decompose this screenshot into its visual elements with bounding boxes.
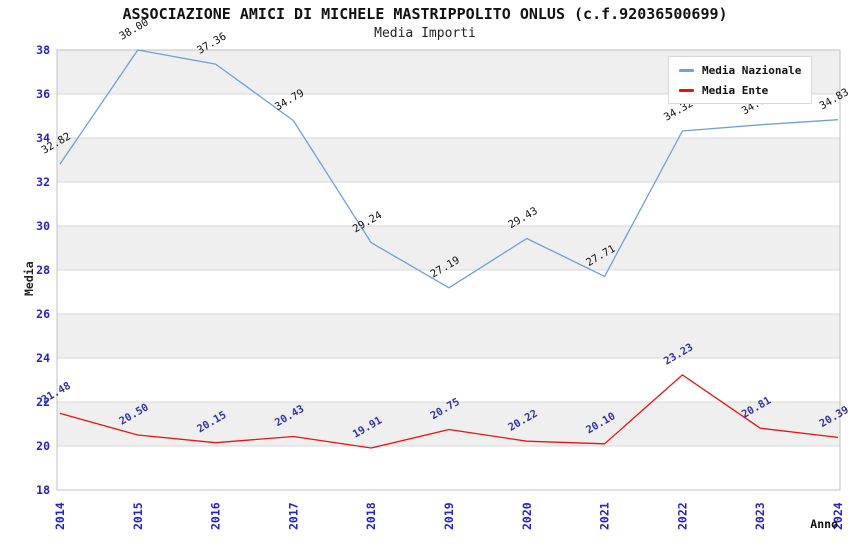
x-tick-label: 2018 (364, 502, 378, 530)
legend-entry-media-ente: Media Ente (679, 84, 811, 97)
legend-label-media-ente: Media Ente (702, 83, 769, 97)
series-line-media-nazionale (59, 49, 839, 289)
y-tick-label: 24 (36, 351, 50, 365)
x-axis-title: Anno (810, 517, 838, 531)
x-tick-label: 2014 (53, 502, 67, 530)
grid-band (57, 402, 840, 446)
grid-band (57, 226, 840, 270)
x-tick-label: 2023 (753, 502, 767, 530)
legend-label-media-nazionale: Media Nazionale (702, 63, 802, 77)
y-tick-label: 18 (36, 483, 50, 497)
y-tick-label: 26 (36, 307, 50, 321)
media-ente-line-swatch-icon (679, 88, 694, 92)
y-tick-label: 28 (36, 263, 50, 277)
series-line-media-ente (59, 374, 839, 449)
y-tick-label: 36 (36, 87, 50, 101)
x-tick-label: 2020 (520, 502, 534, 530)
y-tick-label: 34 (36, 131, 50, 145)
x-tick-label: 2015 (131, 502, 145, 530)
x-tick-label: 2024 (831, 502, 845, 530)
chart-subtitle: Media Importi (374, 26, 476, 41)
point-label: 38.00 (117, 16, 150, 42)
x-tick-label: 2022 (675, 502, 689, 530)
y-tick-label: 38 (36, 43, 50, 57)
x-tick-label: 2017 (286, 502, 300, 530)
legend-entry-media-nazionale: Media Nazionale (679, 64, 811, 77)
x-tick-label: 2021 (598, 502, 612, 530)
media-nazionale-line-swatch-icon (679, 68, 694, 72)
chart-title: ASSOCIAZIONE AMICI DI MICHELE MASTRIPPOL… (122, 5, 728, 23)
x-tick-label: 2019 (442, 502, 456, 530)
y-axis-title: Media (22, 261, 36, 296)
legend: Media Nazionale Media Ente (668, 56, 812, 104)
plot-border (56, 49, 841, 491)
grid-band (57, 314, 840, 358)
y-tick-label: 30 (36, 219, 50, 233)
y-axis-ticks: 18 20 22 24 26 28 30 32 34 36 38 (36, 43, 50, 497)
grid-bands (57, 50, 840, 446)
x-axis-ticks: 2014 2015 2016 2017 2018 2019 2020 2021 2022 2023… (53, 502, 845, 530)
gridlines (57, 93, 840, 447)
y-tick-label: 32 (36, 175, 50, 189)
x-tick-label: 2016 (209, 502, 223, 530)
grid-band (57, 138, 840, 182)
y-tick-label: 22 (36, 395, 50, 409)
y-tick-label: 20 (36, 439, 50, 453)
